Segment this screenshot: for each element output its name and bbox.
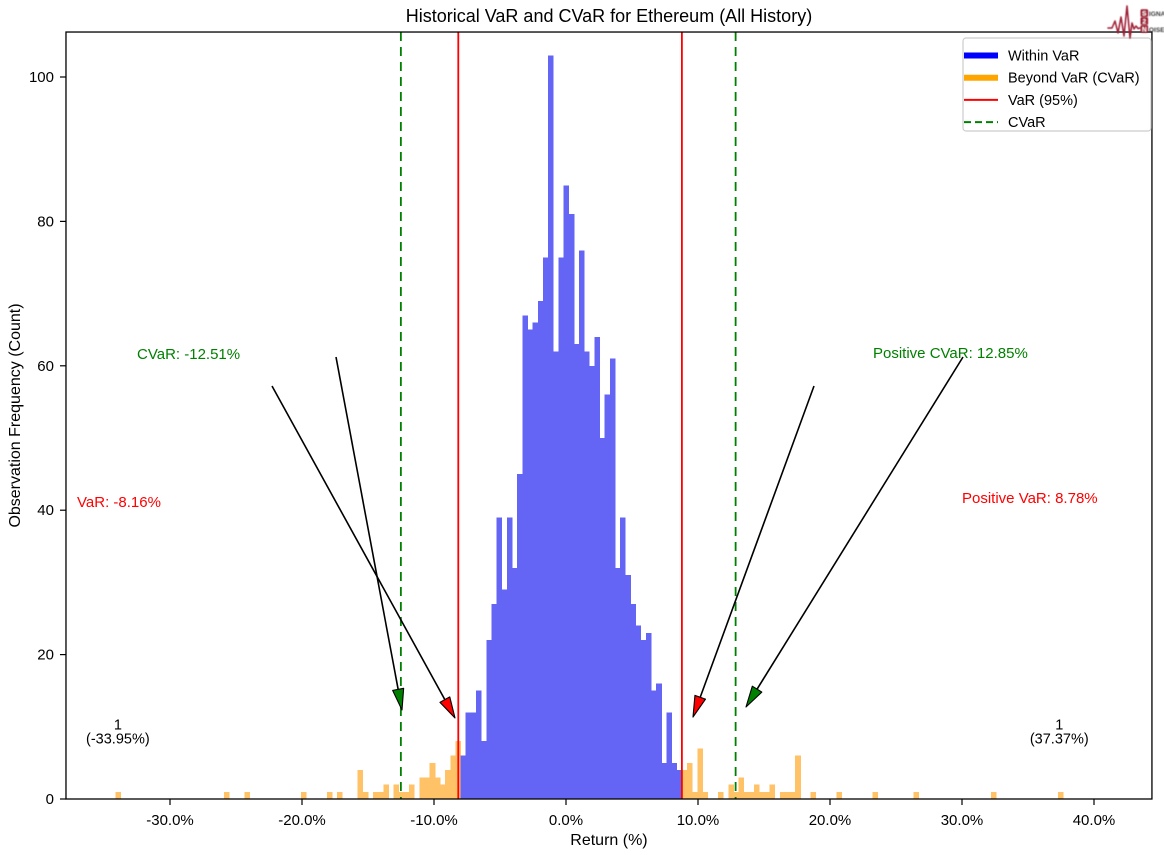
svg-text:40: 40 <box>37 502 54 519</box>
svg-text:-20.0%: -20.0% <box>278 812 326 829</box>
svg-text:VaR (95%): VaR (95%) <box>1008 93 1078 109</box>
svg-text:30.0%: 30.0% <box>941 812 984 829</box>
svg-text:Positive CVaR: 12.85%: Positive CVaR: 12.85% <box>873 345 1028 362</box>
svg-text:100: 100 <box>29 69 54 86</box>
svg-text:10.0%: 10.0% <box>677 812 720 829</box>
svg-text:(-33.95%): (-33.95%) <box>86 732 150 748</box>
svg-text:20.0%: 20.0% <box>809 812 852 829</box>
svg-text:0: 0 <box>46 791 54 808</box>
svg-text:-10.0%: -10.0% <box>410 812 458 829</box>
svg-text:-30.0%: -30.0% <box>146 812 194 829</box>
svg-text:IGNAL: IGNAL <box>1149 11 1164 18</box>
svg-text:Observation Frequency (Count): Observation Frequency (Count) <box>7 303 24 527</box>
svg-text:N: N <box>1142 27 1147 34</box>
svg-text:Within VaR: Within VaR <box>1008 49 1079 65</box>
svg-text:(37.37%): (37.37%) <box>1030 732 1089 748</box>
svg-text:0.0%: 0.0% <box>549 812 583 829</box>
svg-text:20: 20 <box>37 647 54 664</box>
svg-text:VaR: -8.16%: VaR: -8.16% <box>77 494 161 511</box>
svg-text:80: 80 <box>37 213 54 230</box>
svg-text:Return (%): Return (%) <box>570 832 647 849</box>
svg-text:CVaR: -12.51%: CVaR: -12.51% <box>137 346 240 363</box>
svg-text:CVaR: CVaR <box>1008 115 1046 131</box>
svg-text:40.0%: 40.0% <box>1073 812 1116 829</box>
svg-text:Positive VaR: 8.78%: Positive VaR: 8.78% <box>962 490 1098 507</box>
svg-text:2: 2 <box>1143 19 1147 26</box>
svg-text:OISE: OISE <box>1149 27 1164 34</box>
svg-text:S: S <box>1142 11 1147 18</box>
svg-text:Historical VaR and CVaR for Et: Historical VaR and CVaR for Ethereum (Al… <box>406 6 812 26</box>
svg-text:Beyond VaR (CVaR): Beyond VaR (CVaR) <box>1008 71 1140 87</box>
svg-text:60: 60 <box>37 358 54 375</box>
